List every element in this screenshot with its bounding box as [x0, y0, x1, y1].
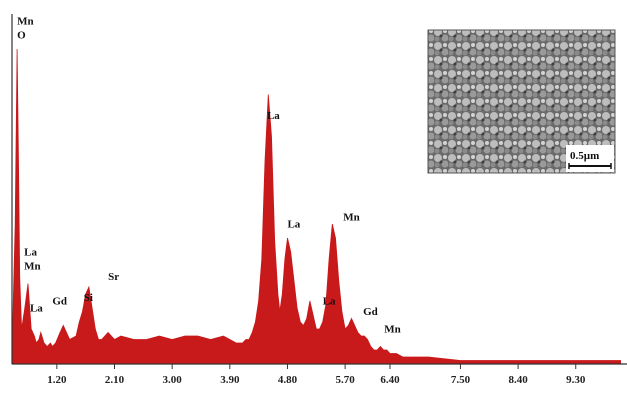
x-tick-label: 2.10 [105, 374, 125, 386]
peak-label: Mn [384, 324, 401, 336]
plot-area [11, 48, 621, 365]
peak-label: Mn [343, 212, 360, 224]
peak-label: La [287, 219, 300, 231]
scale-bar-box [566, 145, 614, 172]
x-tick-label: 6.40 [380, 374, 400, 386]
x-tick-label: 8.40 [508, 374, 528, 386]
peak-label: Si [84, 292, 93, 304]
sem-inset: 0.5µm [427, 29, 616, 174]
x-tick-label: 4.80 [278, 374, 298, 386]
peak-label: Gd [363, 306, 378, 318]
x-tick-label: 7.50 [451, 374, 471, 386]
x-tick-label: 5.70 [336, 374, 356, 386]
spectrum-area [11, 48, 621, 365]
x-tick-label: 3.00 [163, 374, 183, 386]
x-axis-ticks: 1.20 2.10 3.00 3.90 4.80 5.70 6.40 7.50 8.40 9.30 [47, 364, 586, 386]
peak-label: Mn [24, 261, 41, 273]
x-tick-label: 9.30 [566, 374, 586, 386]
peak-label: La [30, 303, 43, 315]
peak-label: La [267, 110, 280, 122]
peak-label: Sr [108, 271, 119, 283]
peak-label: Mn [17, 16, 34, 28]
x-tick-label: 3.90 [220, 374, 240, 386]
peak-label: La [24, 247, 37, 259]
x-tick-label: 1.20 [47, 374, 67, 386]
scale-bar-label: 0.5µm [570, 150, 599, 162]
peak-label: La [323, 296, 336, 308]
peak-labels: Mn O La Mn La Gd Si Sr La La La Mn Gd Mn [17, 16, 401, 336]
peak-label: Gd [52, 296, 67, 308]
peak-label: O [17, 30, 26, 42]
